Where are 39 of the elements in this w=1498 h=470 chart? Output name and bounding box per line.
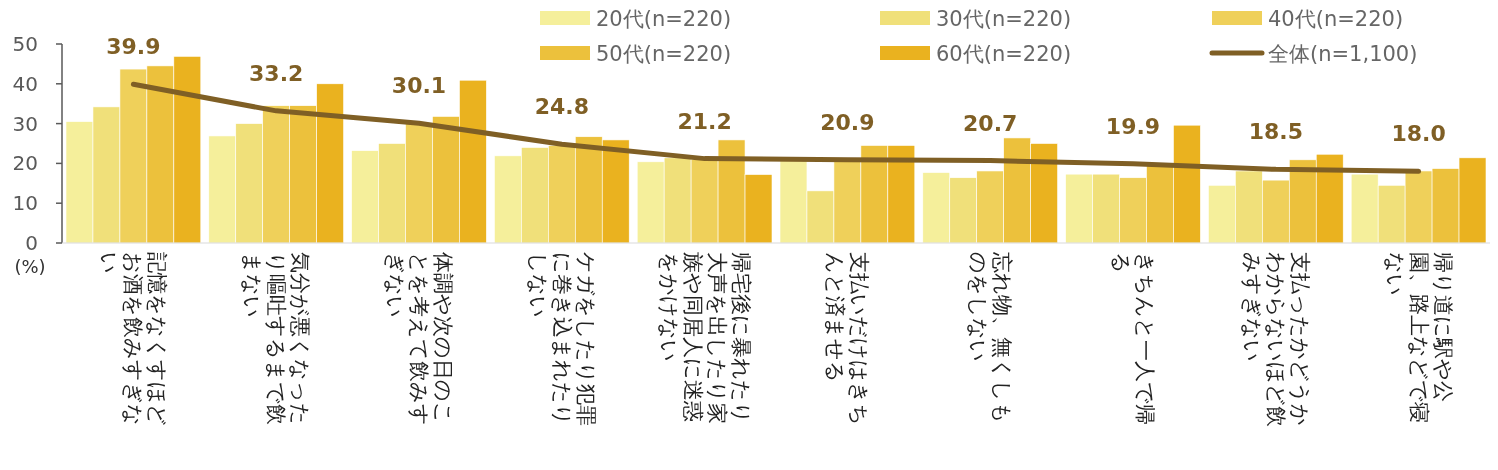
x-tick-label: 記憶をなくすほどお酒を飲みすぎない [97, 252, 170, 428]
legend-label: 40代(n=220) [1268, 7, 1404, 31]
x-tick-label: 支払ったかどうかわからないほど飲みすぎない [1239, 252, 1312, 429]
x-tick-label: 帰り道に駅や公園、路上などで寝ない [1382, 252, 1455, 425]
legend-item: 全体(n=1,100) [1209, 42, 1418, 66]
legend-label: 30代(n=220) [936, 7, 1072, 31]
data-label: 18.0 [1391, 121, 1446, 147]
data-label: 39.9 [106, 34, 161, 60]
y-tick-label: 0 [25, 231, 38, 255]
x-tick-label: きちんと一人で帰る [1109, 252, 1157, 427]
data-label: 21.2 [677, 108, 732, 134]
y-tick-label: 40 [12, 71, 38, 96]
data-label: 33.2 [249, 60, 304, 86]
x-tick-label: 気分が悪くなったり嘔吐するまで飲まない [240, 252, 313, 427]
x-tick-label: ケガをしたり犯罪に巻き込まれたりしない [525, 252, 598, 428]
x-tick-label: 支払いだけはきちんと済ませる [823, 252, 872, 428]
legend-label: 60代(n=220) [936, 42, 1072, 66]
legend-label: 20代(n=220) [596, 7, 732, 31]
legend-label: 50代(n=220) [596, 42, 732, 66]
data-label: 20.9 [820, 109, 875, 135]
data-label: 24.8 [534, 94, 589, 120]
x-tick-label: 帰宅後に暴れたり大声を出したり家族や同居人に迷惑をかけない [656, 252, 753, 426]
y-tick-label: 10 [12, 191, 38, 216]
legend-item: 20代(n=220) [540, 7, 732, 31]
y-tick-label: 20 [12, 151, 38, 176]
x-tick-label: 忘れ物、無くしものをしない [966, 252, 1015, 426]
data-label: 20.7 [963, 110, 1018, 136]
y-tick-label: 50 [12, 32, 38, 56]
legend-item: 30代(n=220) [880, 7, 1072, 31]
data-label: 30.1 [391, 73, 447, 99]
x-tick-label: 体調や次の日のことを考えて飲みすぎない [383, 252, 455, 428]
legend-item: 60代(n=220) [880, 42, 1072, 66]
y-axis-title: (%) [14, 256, 46, 277]
y-tick-label: 30 [12, 111, 38, 136]
legend-item: 40代(n=220) [1212, 7, 1404, 31]
data-label: 19.9 [1105, 113, 1161, 139]
legend-item: 50代(n=220) [540, 42, 732, 66]
legend-label: 全体(n=1,100) [1268, 42, 1418, 66]
data-label: 18.5 [1248, 119, 1303, 145]
